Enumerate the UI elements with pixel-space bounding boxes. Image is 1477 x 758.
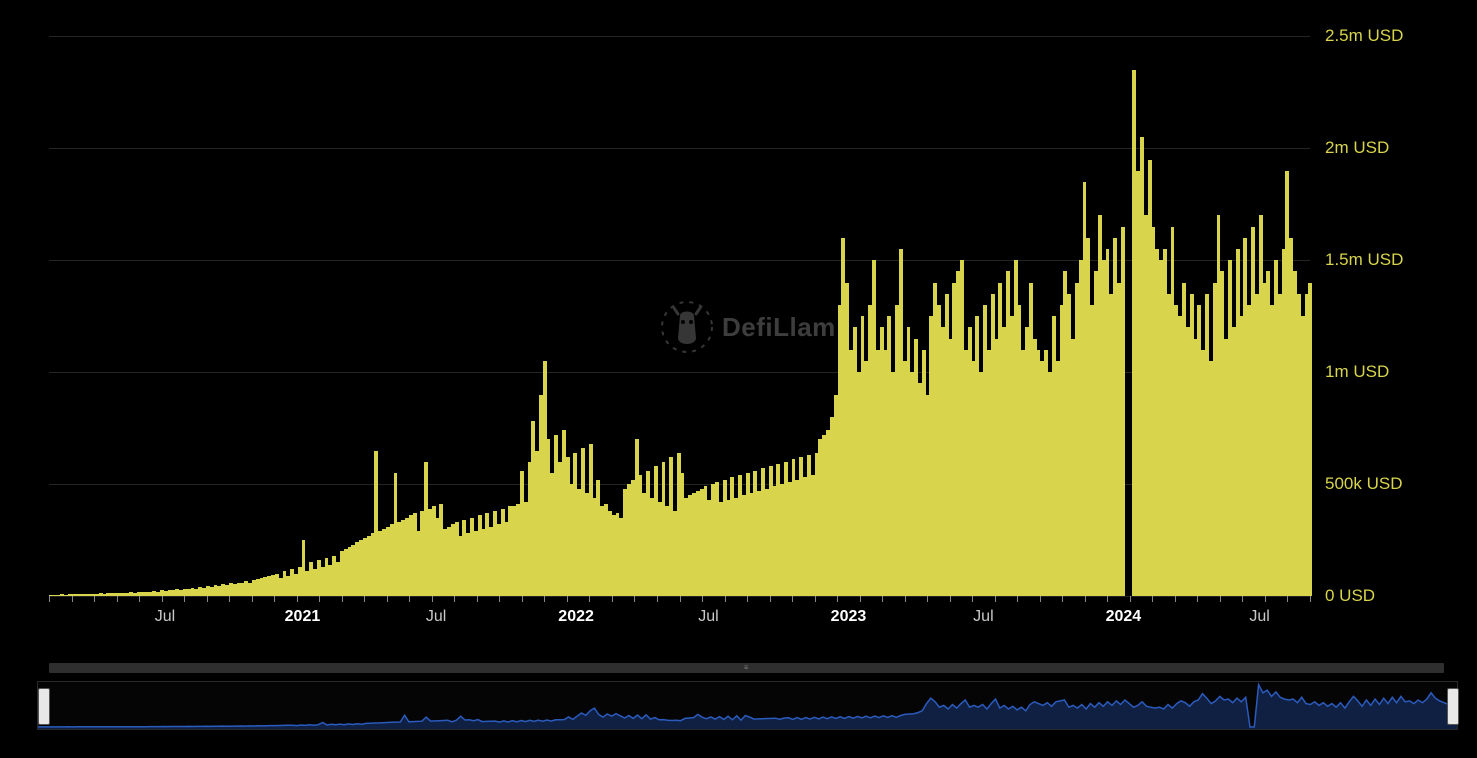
x-tick xyxy=(747,596,748,602)
x-tick xyxy=(1130,596,1131,602)
x-tick xyxy=(544,596,545,602)
x-tick xyxy=(409,596,410,602)
x-tick xyxy=(882,596,883,602)
y-axis-label: 1m USD xyxy=(1325,362,1389,382)
x-tick xyxy=(995,596,996,602)
x-axis: Jul 2021 Jul 2022 Jul 2023 Jul 2024 Jul xyxy=(49,596,1310,646)
navigator-sparkline xyxy=(38,682,1457,729)
x-axis-label: 2023 xyxy=(831,608,867,626)
x-tick xyxy=(1287,596,1288,602)
range-handle-left[interactable] xyxy=(38,688,50,725)
y-axis: 0 USD500k USD1m USD1.5m USD2m USD2.5m US… xyxy=(1325,14,1445,596)
bar xyxy=(1121,227,1125,596)
range-navigator[interactable] xyxy=(37,681,1458,730)
x-tick xyxy=(702,596,703,602)
y-axis-label: 1.5m USD xyxy=(1325,250,1403,270)
x-axis-label: Jul xyxy=(155,608,175,626)
x-tick xyxy=(1242,596,1243,602)
x-tick xyxy=(905,596,906,602)
x-axis-label: Jul xyxy=(426,608,446,626)
x-tick xyxy=(499,596,500,602)
x-tick xyxy=(725,596,726,602)
x-tick xyxy=(522,596,523,602)
x-tick xyxy=(252,596,253,602)
x-tick xyxy=(770,596,771,602)
x-tick xyxy=(274,596,275,602)
x-tick xyxy=(1107,596,1108,602)
x-tick xyxy=(1040,596,1041,602)
bar xyxy=(1308,283,1312,596)
range-handle-right[interactable] xyxy=(1447,688,1459,725)
x-tick xyxy=(612,596,613,602)
x-tick xyxy=(567,596,568,602)
x-tick xyxy=(680,596,681,602)
x-tick xyxy=(387,596,388,602)
x-tick xyxy=(319,596,320,602)
x-tick xyxy=(297,596,298,602)
y-axis-label: 0 USD xyxy=(1325,586,1375,606)
x-tick xyxy=(477,596,478,602)
x-tick xyxy=(792,596,793,602)
x-tick xyxy=(1220,596,1221,602)
x-tick xyxy=(49,596,50,602)
x-tick xyxy=(229,596,230,602)
y-axis-label: 2.5m USD xyxy=(1325,26,1403,46)
x-tick xyxy=(342,596,343,602)
x-tick xyxy=(162,596,163,602)
x-axis-label: 2024 xyxy=(1106,608,1142,626)
x-tick xyxy=(94,596,95,602)
x-tick xyxy=(1017,596,1018,602)
x-tick xyxy=(1062,596,1063,602)
x-tick xyxy=(815,596,816,602)
x-tick xyxy=(72,596,73,602)
x-axis-label: Jul xyxy=(973,608,993,626)
y-axis-label: 2m USD xyxy=(1325,138,1389,158)
x-tick xyxy=(454,596,455,602)
plot-area[interactable]: DefiLlam xyxy=(49,14,1310,596)
x-tick xyxy=(184,596,185,602)
x-axis-label: 2021 xyxy=(285,608,321,626)
x-tick xyxy=(589,596,590,602)
x-tick xyxy=(657,596,658,602)
x-tick xyxy=(1152,596,1153,602)
y-axis-label: 500k USD xyxy=(1325,474,1402,494)
x-tick xyxy=(927,596,928,602)
x-tick xyxy=(364,596,365,602)
x-axis-label: Jul xyxy=(698,608,718,626)
x-tick xyxy=(1175,596,1176,602)
x-tick xyxy=(139,596,140,602)
x-tick xyxy=(1197,596,1198,602)
x-axis-label: Jul xyxy=(1249,608,1269,626)
x-tick xyxy=(860,596,861,602)
scrub-track[interactable]: ≡ xyxy=(49,663,1444,673)
bar-series xyxy=(49,14,1310,596)
x-axis-label: 2022 xyxy=(558,608,594,626)
x-tick xyxy=(117,596,118,602)
scrub-grip-icon: ≡ xyxy=(744,665,749,672)
x-tick xyxy=(1310,596,1311,602)
x-tick xyxy=(950,596,951,602)
x-tick xyxy=(207,596,208,602)
x-tick xyxy=(432,596,433,602)
x-tick xyxy=(634,596,635,602)
x-tick xyxy=(1085,596,1086,602)
x-tick xyxy=(972,596,973,602)
x-tick xyxy=(837,596,838,602)
chart-container: DefiLlam 0 USD 500k USD 1m USD 1.5m USD 2m U… xyxy=(0,0,1477,758)
x-tick xyxy=(1265,596,1266,602)
